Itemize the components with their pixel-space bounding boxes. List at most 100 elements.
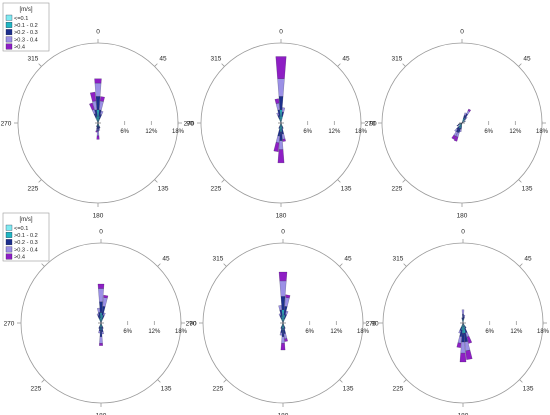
ring-label-6pct: 6%	[485, 329, 494, 335]
ring-label-12pct: 12%	[145, 129, 158, 135]
direction-tick	[223, 263, 227, 267]
petal-dir10-class1	[280, 120, 282, 124]
ring-label-12pct: 12%	[330, 329, 343, 335]
petal-dir20-class4	[464, 112, 467, 116]
petal-dir160-class3	[98, 126, 101, 129]
petal-dir20-class4	[103, 312, 106, 316]
direction-label-135: 135	[522, 186, 533, 193]
direction-label-270: 270	[365, 121, 376, 128]
direction-label-270: 270	[1, 121, 12, 128]
ring-label-6pct: 6%	[123, 329, 132, 335]
petal-dir350-class2	[462, 319, 463, 322]
petal-dir200-class3	[98, 326, 101, 329]
petal-dir170-class4	[283, 333, 288, 340]
petal-dir10-class4	[463, 314, 466, 318]
direction-label-0: 0	[460, 29, 464, 36]
direction-label-135: 135	[158, 186, 169, 193]
direction-label-0: 0	[279, 29, 283, 36]
wind-rose-3: 0 45 90 135 180 225 270 315 6% 12% 18%	[365, 29, 549, 220]
direction-label-270: 270	[184, 121, 195, 128]
petal-dir200-class3	[278, 126, 281, 129]
direction-tick	[518, 63, 522, 67]
petal-dir170-class3	[281, 128, 284, 135]
petal-dir30-class5	[467, 108, 471, 112]
petal-dir170-class5	[465, 349, 473, 360]
direction-tick	[41, 263, 45, 267]
petal-dir10-class5	[285, 294, 291, 299]
direction-tick	[519, 263, 523, 267]
petal-dir20-class4	[285, 310, 289, 316]
petal-dir240-class3	[456, 124, 460, 127]
wind-rose-1: 0 45 90 135 180 225 270 315 6% 12% 18%	[1, 29, 194, 220]
petal-dir160-class3	[101, 326, 104, 329]
legend-swatch-1	[5, 224, 13, 231]
direction-label-180: 180	[96, 413, 107, 415]
direction-tick	[339, 263, 343, 267]
legend-swatch-3	[5, 239, 13, 246]
direction-label-315: 315	[392, 55, 403, 62]
ring-label-6pct: 6%	[303, 129, 312, 135]
legend-swatch-5	[5, 43, 13, 50]
ring-label-18pct: 18%	[172, 129, 185, 135]
direction-tick	[157, 263, 161, 267]
petal-dir210-class5	[451, 134, 456, 140]
direction-label-270: 270	[366, 321, 377, 328]
direction-label-225: 225	[393, 386, 404, 393]
wind-rose-6: 0 45 90 135 180 225 270 315 6% 12% 18%	[366, 229, 550, 415]
petal-dir190-class4	[459, 128, 462, 132]
petal-dir20-class4	[100, 110, 104, 116]
direction-label-0: 0	[96, 29, 100, 36]
petal-dir350-class4	[278, 305, 282, 311]
ring-label-12pct: 12%	[148, 329, 161, 335]
direction-label-180: 180	[276, 213, 287, 220]
direction-label-90: 90	[369, 121, 377, 128]
petal-dir0-class4	[98, 288, 104, 302]
petal-dir0-class5	[97, 283, 105, 289]
ring-label-18pct: 18%	[175, 329, 188, 335]
petal-dir180-class4	[99, 336, 103, 344]
direction-tick	[337, 179, 341, 183]
direction-label-0: 0	[281, 229, 285, 236]
petal-dir200-class3	[280, 326, 283, 329]
petal-dir0-class4	[277, 78, 285, 97]
legend-label-5: >0.4	[14, 45, 25, 51]
legend-label-5: >0.4	[14, 255, 25, 261]
petal-dir0-class5	[275, 56, 287, 79]
legend-label-2: >0.1 - 0.2	[14, 23, 38, 29]
petal-dir340-class4	[276, 112, 279, 116]
petal-dir190-class3	[280, 328, 283, 333]
direction-label-90: 90	[371, 321, 379, 328]
petal-dir190-class4	[457, 336, 462, 344]
direction-label-180: 180	[458, 413, 469, 415]
petal-dir170-class5	[284, 338, 288, 342]
direction-tick	[403, 263, 407, 267]
direction-label-135: 135	[523, 386, 534, 393]
petal-dir10-class4	[281, 107, 286, 113]
petal-dir180-class5	[99, 343, 103, 346]
direction-tick	[154, 63, 158, 67]
legend-1: [m/s] <=0.1>0.1 - 0.2>0.2 - 0.3>0.3 - 0.4…	[2, 2, 50, 52]
direction-tick	[223, 379, 227, 383]
legend-swatch-4	[5, 36, 13, 43]
petal-dir0-class5	[278, 271, 288, 282]
petal-dir350-class3	[461, 317, 463, 321]
direction-label-45: 45	[523, 55, 531, 62]
petal-dir180-class5	[277, 149, 285, 163]
petal-dir190-class4	[95, 128, 98, 132]
petal-dir250-class3	[458, 123, 460, 125]
petal-dir10-class4	[99, 100, 104, 111]
direction-tick	[38, 63, 42, 67]
petal-dir350-class4	[97, 307, 101, 313]
wind-rose-2: 0 45 90 135 180 225 270 315 6% 12% 18%	[184, 29, 377, 220]
petal-dir180-class4	[96, 131, 100, 136]
petal-dir180-class5	[280, 343, 286, 351]
petal-dir190-class4	[275, 135, 280, 144]
direction-tick	[221, 63, 225, 67]
legend-swatch-3	[5, 29, 13, 36]
petal-dir350-class5	[90, 91, 96, 102]
petal-dir190-class4	[98, 330, 101, 334]
direction-label-135: 135	[341, 186, 352, 193]
petal-dir340-class5	[89, 102, 95, 111]
direction-tick	[154, 179, 158, 183]
